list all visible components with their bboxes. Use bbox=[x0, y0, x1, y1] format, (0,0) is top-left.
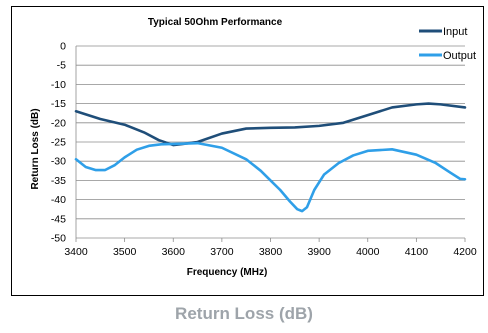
x-tick-label: 3400 bbox=[64, 246, 88, 258]
x-tick-label: 3500 bbox=[113, 246, 137, 258]
y-tick-label: -40 bbox=[51, 194, 66, 206]
y-tick-label: -5 bbox=[57, 60, 66, 72]
y-tick-label: -50 bbox=[51, 233, 66, 245]
y-tick-label: -10 bbox=[51, 79, 66, 91]
y-tick-label: 0 bbox=[60, 41, 66, 53]
chart-frame: Typical 50Ohm Performance 0 -5 -10 -15 -20 -2… bbox=[11, 6, 484, 296]
y-tick-label: -30 bbox=[51, 156, 66, 168]
series-line-output bbox=[74, 141, 467, 213]
y-tick-label: -25 bbox=[51, 137, 66, 149]
x-tick-label: 4000 bbox=[356, 246, 380, 258]
grid-lines bbox=[75, 45, 466, 242]
x-tick-label: 4200 bbox=[453, 246, 477, 258]
x-tick-label: 3600 bbox=[162, 246, 186, 258]
y-tick-label: -15 bbox=[51, 98, 66, 110]
x-tick-label: 3800 bbox=[259, 246, 283, 258]
x-tick-label: 3700 bbox=[210, 246, 234, 258]
x-tick-label: 3900 bbox=[307, 246, 331, 258]
y-tick-label: -35 bbox=[51, 175, 66, 187]
series-line-input bbox=[74, 102, 467, 147]
legend-label-output: Output bbox=[443, 50, 476, 62]
chart-title: Typical 50Ohm Performance bbox=[148, 17, 283, 28]
legend: Input Output bbox=[419, 26, 476, 62]
legend-label-input: Input bbox=[443, 26, 467, 38]
y-tick-label: -45 bbox=[51, 213, 66, 225]
x-tick-label: 4100 bbox=[405, 246, 429, 258]
return-loss-chart: Typical 50Ohm Performance 0 -5 -10 -15 -20 -2… bbox=[30, 17, 477, 278]
figure-caption: Return Loss (dB) bbox=[175, 304, 313, 323]
x-axis-title: Frequency (MHz) bbox=[187, 267, 268, 278]
y-axis-title: Return Loss (dB) bbox=[30, 108, 41, 189]
y-tick-label: -20 bbox=[51, 117, 66, 129]
plot-series bbox=[74, 102, 467, 213]
